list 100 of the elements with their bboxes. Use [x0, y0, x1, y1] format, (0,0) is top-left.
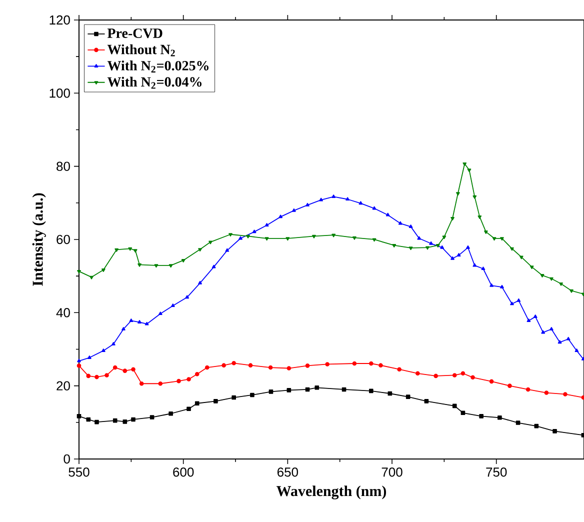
point [112, 418, 118, 423]
y-axis-title: Intensity (a.u.) [32, 193, 46, 286]
point [94, 374, 99, 380]
y-tick-label: 80 [56, 162, 70, 171]
x-tick-label: 700 [382, 468, 402, 477]
point [450, 256, 454, 260]
point [112, 365, 118, 370]
y-tick-label: 60 [56, 234, 70, 244]
point [102, 348, 106, 352]
point [408, 246, 413, 250]
point [286, 237, 290, 241]
point [516, 298, 521, 302]
point [88, 356, 92, 359]
y-tick-label: 0 [64, 454, 70, 464]
x-tick-label: 750 [486, 468, 507, 477]
point [204, 365, 210, 370]
point [122, 420, 128, 424]
point [492, 237, 496, 241]
point [292, 208, 296, 212]
point [77, 358, 81, 362]
point [417, 236, 422, 240]
point [534, 424, 539, 428]
point [526, 387, 530, 392]
point [500, 284, 504, 288]
point [306, 202, 310, 206]
point [198, 280, 202, 284]
point [114, 248, 118, 252]
point [541, 330, 546, 334]
point [352, 361, 357, 366]
point [570, 289, 574, 293]
point [472, 263, 477, 267]
point [246, 234, 250, 238]
point [278, 214, 283, 218]
point [222, 363, 226, 368]
y-tick-label: 40 [56, 308, 70, 318]
point [510, 247, 514, 251]
point [550, 277, 554, 281]
point [456, 253, 461, 257]
point [386, 212, 390, 216]
point [112, 342, 116, 346]
point [225, 248, 230, 252]
point [86, 417, 91, 422]
point [342, 387, 346, 392]
point [128, 247, 132, 251]
point [181, 259, 186, 262]
point [462, 162, 467, 166]
legend-label: With N$_{2}$=0.025% [107, 60, 208, 72]
point [268, 390, 274, 394]
point [424, 399, 429, 404]
point [332, 194, 336, 198]
point [305, 364, 310, 368]
point [481, 266, 486, 270]
point [170, 304, 175, 308]
point [168, 264, 173, 268]
x-axis-title: Wavelength (nm) [276, 486, 386, 500]
point [168, 411, 173, 416]
legend-label: Pre-CVD [107, 28, 162, 38]
point [212, 264, 216, 268]
point [122, 368, 128, 373]
point [319, 198, 323, 202]
point [77, 270, 81, 274]
point [369, 388, 374, 394]
y-tick-label: 100 [50, 88, 70, 98]
y-tick-label: 120 [50, 15, 70, 25]
point [544, 390, 549, 395]
point [479, 414, 484, 418]
point [325, 362, 330, 366]
point [238, 236, 242, 240]
point [144, 322, 149, 326]
point [519, 256, 524, 260]
point [150, 415, 154, 420]
point [526, 318, 531, 322]
point [440, 245, 444, 249]
point [176, 378, 181, 384]
point [452, 373, 457, 378]
point [559, 282, 563, 286]
point [186, 377, 191, 382]
point [133, 249, 138, 253]
point [372, 238, 376, 242]
point [466, 245, 470, 249]
point [508, 384, 512, 388]
point [566, 336, 570, 340]
point [154, 264, 158, 268]
y-tick-label: 20 [56, 381, 70, 390]
point [563, 392, 568, 396]
point [268, 365, 273, 370]
point [232, 395, 236, 400]
point [94, 420, 99, 424]
point [158, 381, 163, 386]
point [76, 414, 82, 418]
point [392, 244, 396, 248]
point [314, 386, 320, 390]
point [470, 375, 475, 380]
point [228, 233, 232, 237]
x-tick-label: 600 [173, 468, 194, 477]
point [286, 366, 292, 370]
point [158, 312, 162, 316]
point [102, 268, 106, 272]
point [558, 340, 562, 344]
point [358, 201, 363, 205]
